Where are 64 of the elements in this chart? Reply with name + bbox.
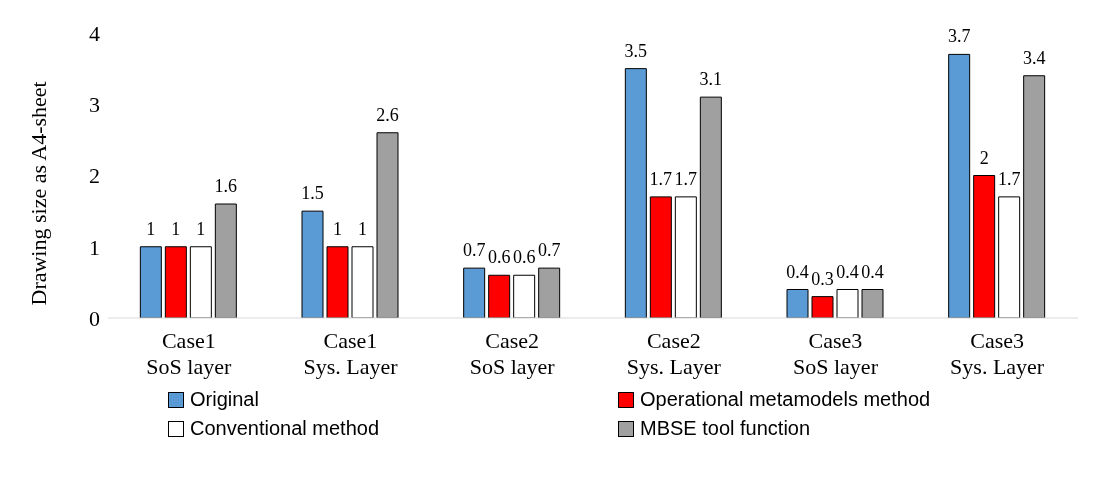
data-label: 3.5 bbox=[624, 40, 648, 61]
y-tick-label: 3 bbox=[89, 92, 100, 118]
data-label: 0.7 bbox=[537, 240, 561, 261]
data-label: 1.7 bbox=[649, 168, 673, 189]
data-label: 3.4 bbox=[1022, 47, 1046, 68]
data-label: 0.6 bbox=[487, 247, 511, 268]
bar bbox=[139, 246, 162, 318]
data-label: 0.4 bbox=[836, 261, 859, 282]
bar bbox=[463, 267, 486, 318]
y-tick-label: 1 bbox=[89, 234, 100, 260]
bar bbox=[488, 274, 511, 318]
x-tick-label: Case3 SoS layer bbox=[793, 328, 879, 379]
bar bbox=[164, 246, 187, 318]
legend-label: Operational metamodels method bbox=[640, 388, 931, 411]
bar bbox=[998, 196, 1021, 318]
bar bbox=[351, 246, 374, 318]
data-label: 1.7 bbox=[674, 168, 698, 189]
legend-label: Conventional method bbox=[190, 417, 380, 440]
data-label: 0.4 bbox=[861, 261, 884, 282]
bar bbox=[1023, 75, 1046, 318]
data-label: 1.6 bbox=[214, 176, 238, 196]
x-tick-label: Case3 Sys. Layer bbox=[950, 328, 1045, 379]
bar bbox=[674, 196, 697, 318]
bar bbox=[836, 289, 859, 318]
x-tick-label: Case2 Sys. Layer bbox=[626, 328, 722, 379]
legend-label: MBSE tool function bbox=[640, 417, 811, 440]
bar bbox=[624, 68, 647, 318]
legend-label: Original bbox=[190, 388, 259, 411]
data-label: 0.3 bbox=[811, 268, 834, 289]
bar bbox=[376, 132, 399, 318]
bar bbox=[811, 296, 834, 318]
bar bbox=[301, 210, 324, 318]
y-tick-label: 2 bbox=[89, 163, 100, 189]
data-label: 1 bbox=[146, 218, 156, 239]
data-label: 3.1 bbox=[699, 69, 723, 90]
bar bbox=[948, 53, 971, 318]
data-label: 1 bbox=[196, 218, 206, 239]
y-axis-title: Drawing size as A4-sheet bbox=[25, 81, 51, 306]
bar bbox=[973, 175, 996, 318]
bar bbox=[649, 196, 672, 318]
data-label: 2.6 bbox=[376, 104, 399, 125]
data-label: 1 bbox=[171, 218, 181, 239]
data-label: 1.7 bbox=[997, 168, 1021, 189]
data-label: 3.7 bbox=[947, 26, 971, 47]
x-tick-label: Case1 SoS layer bbox=[146, 328, 232, 379]
bar bbox=[189, 246, 212, 318]
data-label: 0.4 bbox=[786, 261, 809, 282]
data-label: 2 bbox=[979, 147, 989, 168]
bar bbox=[861, 289, 884, 318]
bar bbox=[214, 203, 237, 318]
x-tick-label: Case2 SoS layer bbox=[469, 328, 556, 379]
bar bbox=[699, 96, 722, 318]
bar bbox=[326, 246, 349, 318]
bar bbox=[538, 267, 561, 318]
bar bbox=[786, 289, 809, 318]
y-tick-label: 0 bbox=[89, 305, 100, 331]
bar bbox=[513, 274, 536, 318]
data-label: 1 bbox=[333, 218, 342, 239]
x-tick-label: Case1 Sys. Layer bbox=[303, 328, 399, 379]
y-tick-label: 4 bbox=[89, 20, 100, 46]
data-label: 0.6 bbox=[512, 247, 536, 268]
data-label: 0.7 bbox=[462, 240, 486, 261]
data-label: 1 bbox=[358, 218, 367, 239]
data-label: 1.5 bbox=[301, 183, 324, 204]
